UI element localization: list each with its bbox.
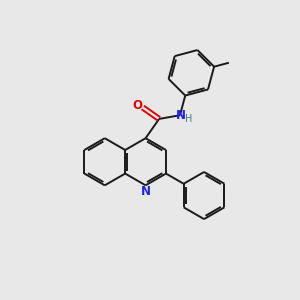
- Text: O: O: [132, 99, 142, 112]
- Text: N: N: [176, 109, 186, 122]
- Text: H: H: [185, 114, 193, 124]
- Text: N: N: [141, 185, 151, 198]
